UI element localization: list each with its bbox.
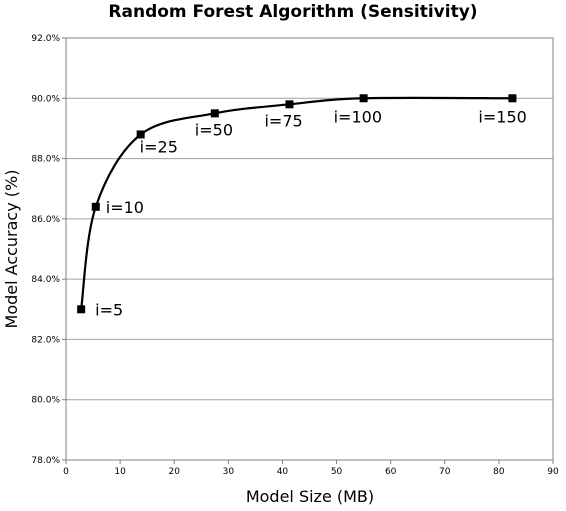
data-point [508, 94, 517, 103]
data-point [77, 305, 86, 314]
data-label: i=50 [195, 120, 233, 139]
data-point [359, 94, 368, 103]
y-axis-label: Model Accuracy (%) [2, 170, 21, 329]
y-tick-label: 90.0% [31, 94, 60, 104]
data-point [91, 202, 100, 211]
data-point [285, 100, 294, 109]
x-axis-label: Model Size (MB) [246, 487, 374, 506]
x-tick-label: 70 [439, 467, 451, 477]
y-tick-label: 88.0% [31, 155, 60, 165]
x-tick-label: 30 [223, 467, 235, 477]
y-tick-label: 78.0% [31, 456, 60, 466]
x-tick-label: 50 [331, 467, 343, 477]
data-label: i=5 [95, 300, 123, 319]
y-tick-label: 80.0% [31, 396, 60, 406]
data-point [136, 130, 145, 139]
chart-title: Random Forest Algorithm (Sensitivity) [108, 2, 477, 22]
x-tick-label: 40 [277, 467, 289, 477]
y-tick-label: 82.0% [31, 335, 60, 345]
x-tick-label: 10 [114, 467, 126, 477]
y-tick-label: 92.0% [31, 34, 60, 44]
plot-area-frame [65, 37, 554, 461]
data-label: i=100 [334, 107, 382, 126]
x-tick-label: 0 [63, 467, 69, 477]
data-point [210, 109, 219, 118]
data-label: i=10 [106, 198, 144, 217]
x-tick-label: 20 [168, 467, 180, 477]
x-tick-label: 60 [385, 467, 397, 477]
data-label: i=150 [478, 107, 526, 126]
data-label: i=75 [264, 111, 302, 130]
x-tick-label: 90 [547, 467, 559, 477]
data-label: i=25 [140, 137, 178, 156]
y-tick-label: 86.0% [31, 215, 60, 225]
x-tick-label: 80 [493, 467, 505, 477]
y-tick-label: 84.0% [31, 275, 60, 285]
